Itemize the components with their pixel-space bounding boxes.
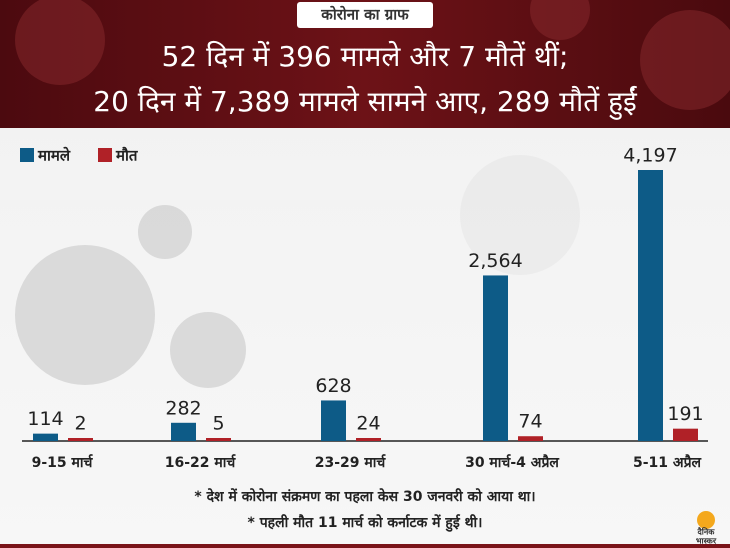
- value-label: 5: [212, 413, 224, 435]
- value-label: 628: [315, 375, 351, 397]
- legend-swatch: [20, 148, 34, 162]
- chart-title: 52 दिन में 396 मामले और 7 मौतें थीं;: [162, 40, 569, 73]
- x-tick-label: 5-11 अप्रैल: [633, 454, 702, 471]
- tag: कोरोना का ग्राफ: [320, 6, 410, 24]
- value-label: 2,564: [468, 250, 522, 272]
- value-label: 24: [356, 413, 380, 435]
- chart-subtitle: 20 दिन में 7,389 मामले सामने आए, 289 मौत…: [93, 85, 638, 120]
- bar: [518, 436, 543, 441]
- x-tick-label: 30 मार्च-4 अप्रैल: [465, 454, 559, 471]
- value-label: 191: [667, 403, 703, 425]
- footnote: * देश में कोरोना संक्रमण का पहला केस 30 …: [194, 488, 535, 505]
- tag-box: [297, 2, 433, 28]
- footer-strip: [0, 544, 730, 548]
- bar: [638, 170, 663, 441]
- value-label: 4,197: [623, 145, 677, 167]
- logo-icon: [697, 511, 715, 529]
- x-tick-label: 23-29 मार्च: [315, 454, 387, 471]
- bar: [33, 433, 58, 441]
- legend-label: मामले: [37, 147, 71, 165]
- bar: [356, 438, 381, 441]
- x-tick-label: 9-15 मार्च: [32, 454, 94, 471]
- value-label: 282: [165, 397, 201, 419]
- bar: [483, 275, 508, 441]
- bar: [673, 428, 698, 441]
- bar: [68, 438, 93, 441]
- value-label: 2: [74, 413, 86, 435]
- x-tick-label: 16-22 मार्च: [165, 454, 237, 471]
- bar: [171, 422, 196, 441]
- logo: दैनिक: [697, 527, 716, 537]
- legend-swatch: [98, 148, 112, 162]
- virus-decoration: [15, 155, 580, 388]
- footnote: * पहली मौत 11 मार्च को कर्नाटक में हुई थ…: [248, 514, 483, 532]
- virus-decoration: [15, 0, 730, 110]
- legend-label: मौत: [115, 147, 139, 165]
- bar: [206, 438, 231, 441]
- value-label: 74: [518, 411, 542, 433]
- logo: भास्कर: [696, 537, 717, 546]
- bar: [321, 400, 346, 441]
- value-label: 114: [27, 408, 63, 430]
